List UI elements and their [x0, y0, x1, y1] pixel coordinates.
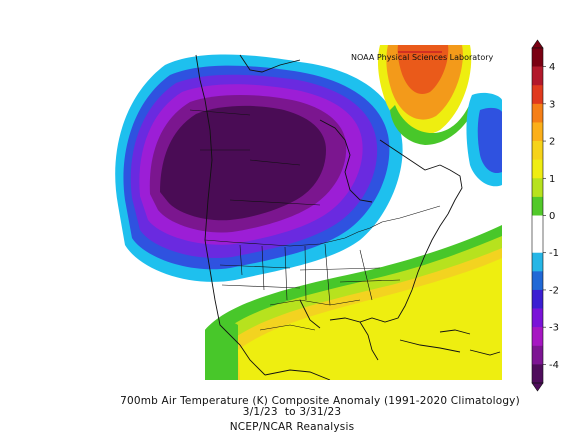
colorbar-bottom-arrow	[531, 382, 544, 392]
colorbar-segment	[532, 122, 543, 142]
colorbar-segment	[532, 48, 543, 67]
colorbar-segment	[532, 159, 543, 179]
colorbar: 4 3 2 1 0 -1 -2 -3 -4	[531, 39, 559, 392]
colorbar-segment	[532, 271, 543, 291]
colorbar-tick-label: -2	[549, 285, 559, 296]
colorbar-segment	[532, 234, 543, 254]
caption-source: NCEP/NCAR Reanalysis	[229, 421, 355, 433]
colorbar-top-arrow	[531, 39, 544, 49]
colorbar-segment	[532, 308, 543, 328]
caption-title: 700mb Air Temperature (K) Composite Anom…	[120, 395, 520, 407]
colorbar-segment	[532, 103, 543, 123]
colorbar-segment	[532, 364, 543, 384]
colorbar-tick-label: 0	[549, 211, 555, 222]
credit-label: NOAA Physical Sciences Laboratory	[351, 53, 494, 62]
colorbar-tick-label: -3	[549, 323, 559, 334]
southwest-green	[205, 320, 238, 380]
caption-dates: 3/1/23 to 3/31/23	[242, 406, 342, 418]
colorbar-tick-label: -4	[549, 360, 559, 371]
colorbar-segment	[532, 196, 543, 216]
colorbar-segment	[532, 85, 543, 105]
greenland-red	[397, 45, 449, 94]
colorbar-segment	[532, 215, 543, 235]
colorbar-segment	[532, 178, 543, 198]
colorbar-tick-label: 1	[549, 174, 555, 185]
colorbar-tick-label: 2	[549, 137, 555, 148]
colorbar-tick-label: 4	[549, 62, 555, 73]
colorbar-segment	[532, 345, 543, 365]
credit-accent-bar	[398, 51, 442, 53]
borders	[189, 109, 441, 331]
greenland-green-edge	[390, 98, 478, 145]
colorbar-segment	[532, 327, 543, 347]
colorbar-segment	[532, 252, 543, 272]
colorbar-tick-label: -1	[549, 248, 559, 259]
colorbar-segment	[532, 289, 543, 309]
colorbar-tick-label: 3	[549, 99, 555, 110]
atlantic-cold-blue	[477, 107, 502, 174]
cold-core	[160, 105, 326, 221]
colorbar-segment	[532, 141, 543, 160]
anomaly-field	[107, 45, 502, 380]
colorbar-segment	[532, 66, 543, 86]
